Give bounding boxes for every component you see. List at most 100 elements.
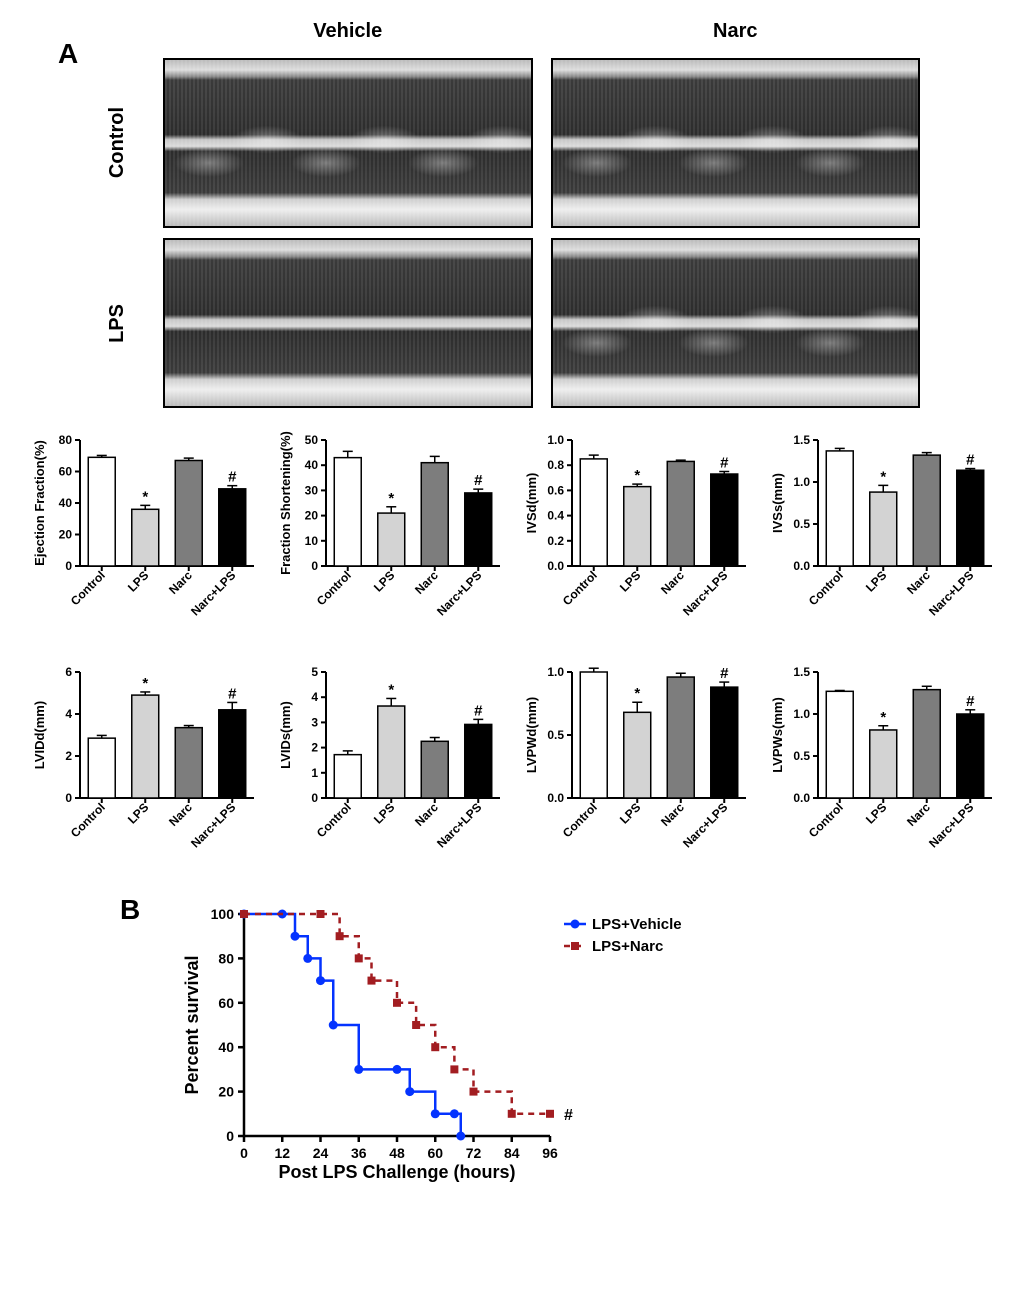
svg-text:0: 0 <box>311 791 318 805</box>
svg-text:0.5: 0.5 <box>793 749 810 763</box>
svg-text:Control: Control <box>560 800 600 840</box>
bar-chart-grid: 020406080Ejection Fraction(%)Control*LPS… <box>30 426 990 878</box>
svg-text:*: * <box>634 685 640 702</box>
svg-text:Narc+LPS: Narc+LPS <box>188 800 238 850</box>
svg-text:0.5: 0.5 <box>547 728 564 742</box>
svg-text:LPS: LPS <box>371 568 397 594</box>
echo-image-lps-vehicle <box>163 238 533 408</box>
svg-text:0.6: 0.6 <box>547 483 564 497</box>
bar-chart-2: 0.00.20.40.60.81.0IVSd(mm)Control*LPSNar… <box>522 426 752 646</box>
svg-text:LPS+Vehicle: LPS+Vehicle <box>592 916 682 933</box>
svg-text:Narc+LPS: Narc+LPS <box>680 800 730 850</box>
svg-text:LPS: LPS <box>371 800 397 826</box>
svg-text:LVIDs(mm): LVIDs(mm) <box>278 701 293 769</box>
echo-row-control: Control <box>106 107 129 178</box>
echo-col-vehicle: Vehicle <box>163 20 533 48</box>
svg-text:*: * <box>880 468 886 485</box>
svg-text:0.0: 0.0 <box>547 791 564 805</box>
svg-text:100: 100 <box>211 906 235 922</box>
svg-text:1.0: 1.0 <box>793 475 810 489</box>
svg-text:LVIDd(mm): LVIDd(mm) <box>32 701 47 769</box>
svg-text:Narc: Narc <box>166 800 195 829</box>
echo-image-control-narc <box>551 58 921 228</box>
svg-text:0.4: 0.4 <box>547 509 564 523</box>
bar-chart-0: 020406080Ejection Fraction(%)Control*LPS… <box>30 426 260 646</box>
svg-text:0.2: 0.2 <box>547 534 564 548</box>
svg-text:2: 2 <box>311 741 318 755</box>
svg-text:0.8: 0.8 <box>547 458 564 472</box>
svg-text:Narc+LPS: Narc+LPS <box>926 800 976 850</box>
bar-chart-7: 0.00.51.01.5LVPWs(mm)Control*LPSNarc#Nar… <box>768 658 998 878</box>
echo-image-control-vehicle <box>163 58 533 228</box>
svg-text:#: # <box>966 693 975 710</box>
panel-a-label: A <box>58 38 78 70</box>
svg-text:Ejection Fraction(%): Ejection Fraction(%) <box>32 440 47 566</box>
svg-text:0.0: 0.0 <box>793 791 810 805</box>
svg-text:80: 80 <box>218 950 234 966</box>
svg-text:*: * <box>634 467 640 484</box>
svg-text:0.5: 0.5 <box>793 517 810 531</box>
svg-text:LVPWd(mm): LVPWd(mm) <box>524 697 539 773</box>
svg-text:Narc+LPS: Narc+LPS <box>926 568 976 618</box>
svg-text:60: 60 <box>59 465 73 479</box>
svg-text:40: 40 <box>218 1039 234 1055</box>
svg-text:72: 72 <box>466 1145 482 1161</box>
svg-text:48: 48 <box>389 1145 405 1161</box>
svg-text:Narc+LPS: Narc+LPS <box>434 800 484 850</box>
svg-text:4: 4 <box>311 690 318 704</box>
svg-text:LPS+Narc: LPS+Narc <box>592 938 663 955</box>
svg-text:*: * <box>388 681 394 698</box>
svg-text:#: # <box>228 469 237 486</box>
bar-chart-1: 01020304050Fraction Shortening(%)Control… <box>276 426 506 646</box>
svg-text:LPS: LPS <box>863 800 889 826</box>
svg-text:0.0: 0.0 <box>547 559 564 573</box>
svg-text:Fraction Shortening(%): Fraction Shortening(%) <box>278 431 293 575</box>
svg-text:LPS: LPS <box>125 568 151 594</box>
svg-text:Control: Control <box>806 800 846 840</box>
svg-text:Control: Control <box>314 568 354 608</box>
svg-text:LVPWs(mm): LVPWs(mm) <box>770 697 785 773</box>
svg-text:80: 80 <box>59 433 73 447</box>
survival-chart: 02040608010001224364860728496Percent sur… <box>180 902 700 1182</box>
svg-text:1.0: 1.0 <box>793 707 810 721</box>
svg-text:40: 40 <box>305 458 319 472</box>
svg-text:1.5: 1.5 <box>793 665 810 679</box>
svg-text:Narc: Narc <box>412 568 441 597</box>
svg-text:50: 50 <box>305 433 319 447</box>
svg-text:*: * <box>142 675 148 692</box>
svg-text:Control: Control <box>806 568 846 608</box>
echo-image-lps-narc <box>551 238 921 408</box>
svg-text:60: 60 <box>218 995 234 1011</box>
svg-text:#: # <box>564 1107 573 1124</box>
svg-text:2: 2 <box>65 749 72 763</box>
svg-text:Control: Control <box>68 800 108 840</box>
bar-chart-5: 012345LVIDs(mm)Control*LPSNarc#Narc+LPS <box>276 658 506 878</box>
svg-text:24: 24 <box>313 1145 329 1161</box>
svg-text:#: # <box>228 685 237 702</box>
svg-text:0: 0 <box>240 1145 248 1161</box>
bar-chart-4: 0246LVIDd(mm)Control*LPSNarc#Narc+LPS <box>30 658 260 878</box>
svg-text:20: 20 <box>59 528 73 542</box>
svg-text:Control: Control <box>560 568 600 608</box>
svg-text:1: 1 <box>311 766 318 780</box>
svg-text:36: 36 <box>351 1145 367 1161</box>
svg-text:*: * <box>388 490 394 507</box>
svg-text:Narc: Narc <box>412 800 441 829</box>
svg-text:Narc+LPS: Narc+LPS <box>188 568 238 618</box>
svg-text:Narc: Narc <box>658 800 687 829</box>
svg-text:LPS: LPS <box>125 800 151 826</box>
svg-text:IVSd(mm): IVSd(mm) <box>524 473 539 534</box>
svg-text:0: 0 <box>311 559 318 573</box>
svg-text:0.0: 0.0 <box>793 559 810 573</box>
svg-text:Control: Control <box>68 568 108 608</box>
svg-text:10: 10 <box>305 534 319 548</box>
svg-text:84: 84 <box>504 1145 520 1161</box>
echo-row-lps: LPS <box>106 304 129 343</box>
svg-text:Narc+LPS: Narc+LPS <box>434 568 484 618</box>
svg-text:6: 6 <box>65 665 72 679</box>
svg-text:0: 0 <box>226 1128 234 1144</box>
panel-b-label: B <box>120 894 140 926</box>
svg-text:*: * <box>880 709 886 726</box>
figure-panel-b: B 02040608010001224364860728496Percent s… <box>180 902 720 1187</box>
svg-text:Narc: Narc <box>658 568 687 597</box>
